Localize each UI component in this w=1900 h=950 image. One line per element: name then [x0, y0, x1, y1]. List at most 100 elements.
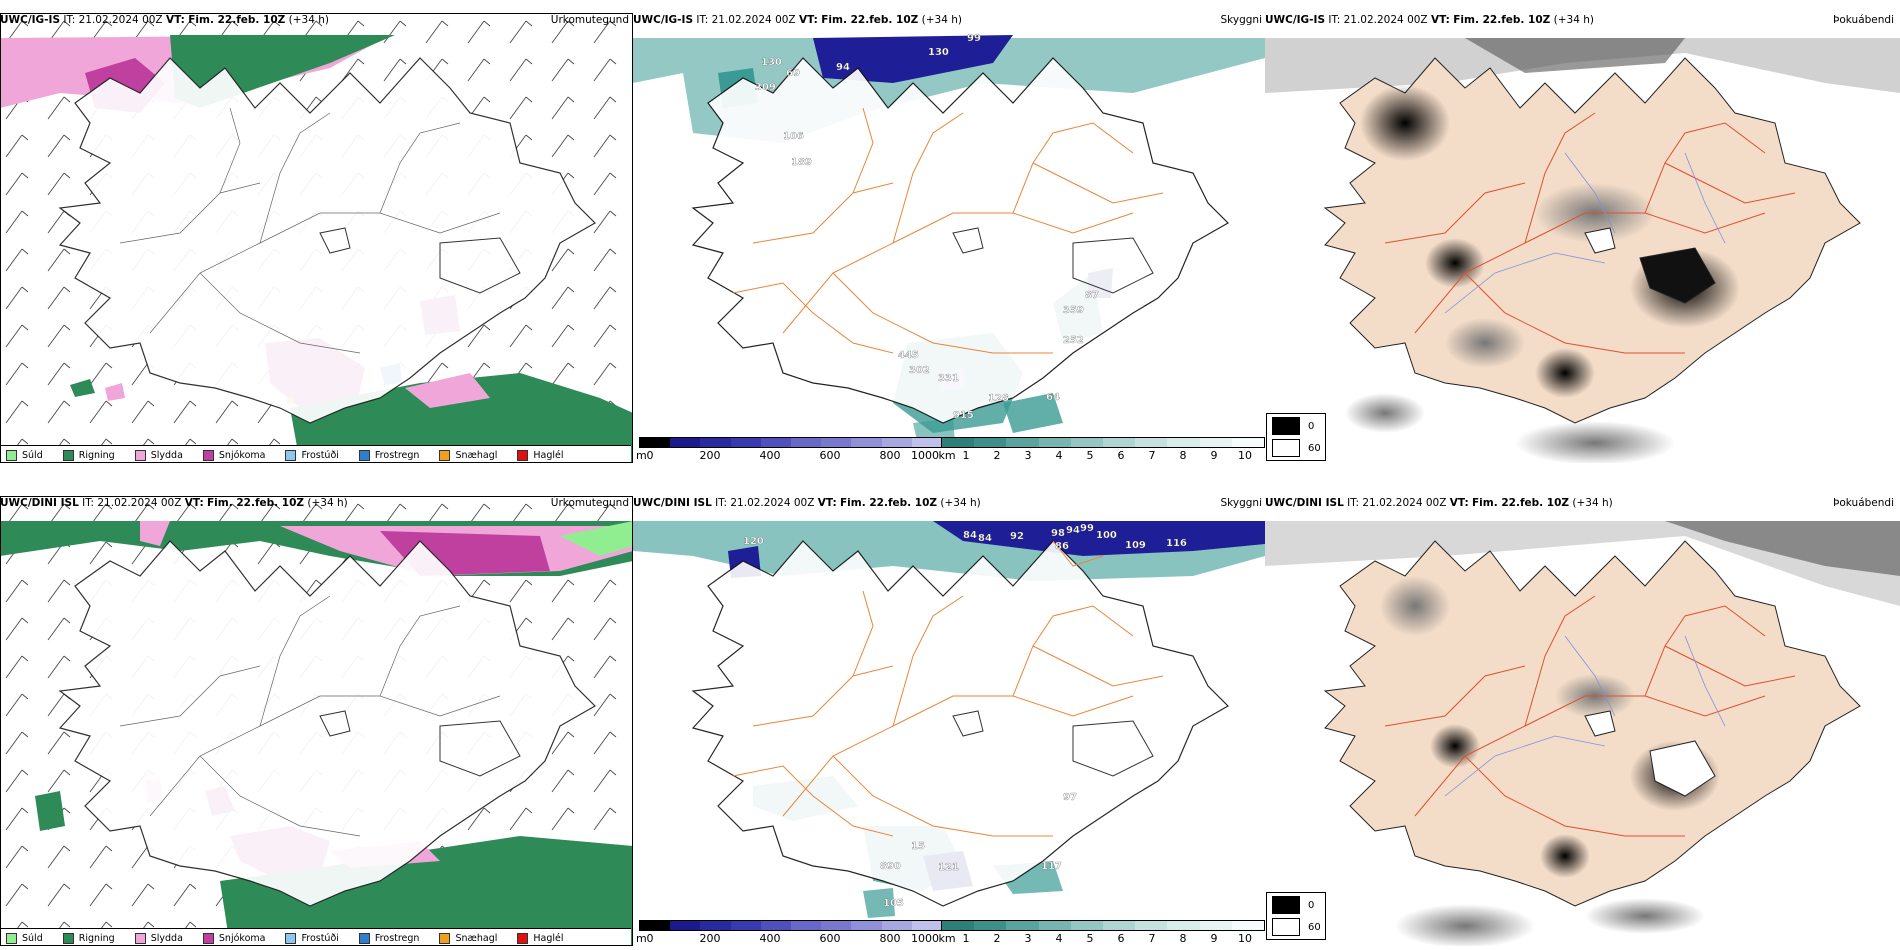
precip-type-map-row1: UWC/IG-IS IT: 21.02.2024 00Z VT: Fim. 22… [0, 13, 633, 463]
precip-map-svg [0, 13, 633, 463]
height-label: 99 [1080, 523, 1094, 534]
vt-value: Fim. 22.feb. 10Z [1453, 14, 1551, 26]
height-label: 128 [988, 393, 1009, 404]
cb-tick: 600 [819, 932, 841, 945]
height-label: 100 [1096, 530, 1117, 541]
cb-unit-m: m [636, 449, 647, 462]
vt-label: VT: [1449, 497, 1469, 509]
height-label: 15 [911, 841, 925, 852]
legend-item: Haglél [517, 932, 564, 944]
cb-tick: 8 [1179, 449, 1187, 462]
it-label: IT: [82, 497, 95, 509]
visibility-map-svg: 120 84 84 92 98 94 99 100 86 109 116 15 … [633, 521, 1265, 918]
legend-item: Slydda [134, 932, 183, 944]
precip-title: Úrkomutegund [550, 497, 629, 509]
cb-tick: 5 [1086, 932, 1094, 945]
height-label: 109 [1125, 540, 1146, 551]
height-label: 117 [1041, 861, 1062, 872]
model-name: UWC/IG-IS [0, 14, 61, 26]
height-label: 189 [791, 157, 812, 168]
cb-tick: 6 [1117, 449, 1125, 462]
fog-legend-item: 0 [1272, 416, 1325, 436]
precip-type-map-row2: UWC/DINI ISL IT: 21.02.2024 00Z VT: Fim.… [0, 496, 633, 946]
legend-item: Snæhagl [439, 932, 497, 944]
panel-header: UWC/DINI ISL IT: 21.02.2024 00Z VT: Fim.… [1265, 496, 1613, 510]
cb-tick: 600 [819, 449, 841, 462]
cb-tick: 0 [646, 932, 654, 945]
legend-item: Frostregn [358, 932, 419, 944]
it-value: 21.02.2024 00Z [711, 14, 796, 26]
legend-item: Snjókoma [202, 932, 265, 944]
vt-label: VT: [184, 497, 204, 509]
height-label: 84 [963, 530, 977, 541]
height-label: 84 [978, 533, 992, 544]
legend-item: Rigning [62, 932, 115, 944]
fog-index-map-row1: UWC/IG-IS IT: 21.02.2024 00Z VT: Fim. 22… [1265, 13, 1900, 463]
cb-tick: 10 [1238, 449, 1252, 462]
height-label: 64 [1046, 392, 1060, 403]
height-labels: 130 69 309 106 189 94 130 99 445 302 331… [755, 33, 1099, 421]
height-label: 86 [1055, 541, 1069, 552]
height-label: 302 [909, 365, 930, 376]
cb-tick: 4 [1055, 932, 1063, 945]
height-label: 92 [1010, 531, 1024, 542]
lead-time: (+34 h) [1553, 14, 1594, 26]
vt-label: VT: [165, 14, 185, 26]
panel-header: UWC/DINI ISL IT: 21.02.2024 00Z VT: Fim.… [0, 496, 348, 510]
lead-time: (+34 h) [921, 14, 962, 26]
height-label: 890 [880, 861, 901, 872]
visibility-colorbar-km [941, 437, 1265, 448]
legend-item: Rigning [62, 449, 115, 461]
legend-item: Frostúði [285, 449, 339, 461]
height-label: 87 [1085, 290, 1099, 301]
fog-legend-item: 60 [1272, 438, 1325, 458]
model-name: UWC/DINI ISL [0, 497, 79, 509]
lead-time: (+34 h) [288, 14, 329, 26]
height-label: 99 [967, 33, 981, 44]
legend-item: Frostregn [358, 449, 419, 461]
model-name: UWC/IG-IS [633, 14, 694, 26]
cb-unit-km: km [938, 932, 956, 945]
vt-value: Fim. 22.feb. 10Z [188, 14, 286, 26]
cb-tick: 1 [962, 932, 970, 945]
cb-tick: 9 [1210, 449, 1218, 462]
height-label: 105 [883, 898, 904, 909]
model-name: UWC/DINI ISL [633, 497, 712, 509]
height-labels: 120 84 84 92 98 94 99 100 86 109 116 15 … [743, 523, 1187, 909]
cb-tick: 8 [1179, 932, 1187, 945]
precip-legend: Súld Rigning Slydda Snjókoma Frostúði Fr… [0, 928, 631, 946]
cb-tick: 1000 [911, 932, 939, 945]
height-label: 309 [755, 82, 776, 93]
vt-value: Fim. 22.feb. 10Z [1472, 497, 1570, 509]
it-label: IT: [1328, 14, 1341, 26]
model-name: UWC/DINI ISL [1265, 497, 1344, 509]
height-label: 359 [1063, 305, 1084, 316]
height-label: 915 [953, 410, 974, 421]
cb-tick: 7 [1148, 932, 1156, 945]
visibility-map-row1: 130 69 309 106 189 94 130 99 445 302 331… [633, 13, 1265, 463]
it-label: IT: [1347, 497, 1360, 509]
cb-tick: 800 [879, 449, 901, 462]
panel-header: UWC/IG-IS IT: 21.02.2024 00Z VT: Fim. 22… [633, 13, 962, 27]
legend-item: Snæhagl [439, 449, 497, 461]
cb-tick: 3 [1024, 449, 1032, 462]
vt-value: Fim. 22.feb. 10Z [821, 14, 919, 26]
height-label: 106 [783, 131, 804, 142]
height-label: 97 [1063, 792, 1077, 803]
cb-unit-km: km [938, 449, 956, 462]
lead-time: (+34 h) [307, 497, 348, 509]
precip-legend: Súld Rigning Slydda Snjókoma Frostúði Fr… [0, 445, 631, 463]
height-label: 130 [761, 57, 782, 68]
height-label: 94 [836, 62, 850, 73]
cb-tick: 200 [699, 449, 721, 462]
visibility-colorbar-km [941, 920, 1265, 931]
vt-label: VT: [817, 497, 837, 509]
cb-tick: 9 [1210, 932, 1218, 945]
cb-tick: 800 [879, 932, 901, 945]
cb-tick: 1000 [911, 449, 939, 462]
fog-legend-item: 60 [1272, 917, 1325, 937]
it-value: 21.02.2024 00Z [97, 497, 182, 509]
visibility-colorbar-m [639, 920, 943, 931]
height-label: 94 [1066, 525, 1080, 536]
legend-item: Súld [6, 932, 43, 944]
